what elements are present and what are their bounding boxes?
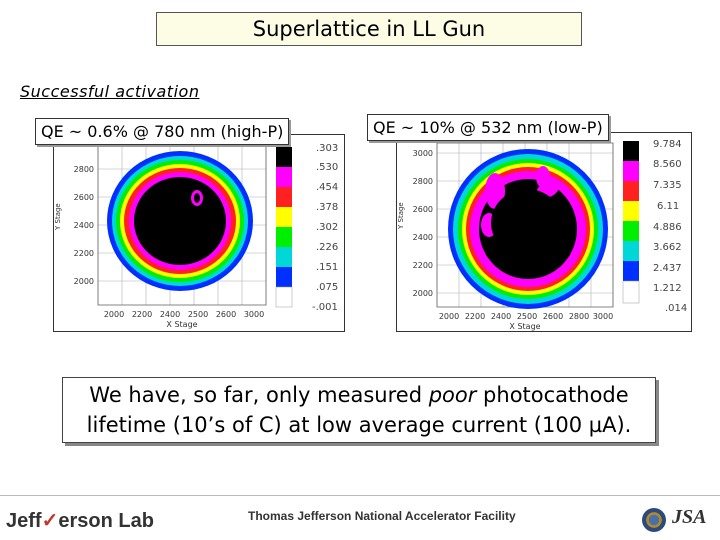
summary-message: We have, so far, only measured poor phot… [62, 377, 656, 443]
left-y-axis-label: Y Stage [54, 203, 62, 231]
left-scale-label: .454 [316, 182, 338, 193]
jefferson-lab-logo: Jeff✓erson Lab [6, 510, 154, 532]
left-y-tick: 2000 [74, 277, 94, 286]
right-scale-label: 3.662 [653, 242, 682, 253]
right-scale-label: 7.335 [653, 180, 682, 191]
footer-divider [0, 495, 720, 496]
right-qe-map: 3000 2800 2600 2400 2200 2000 Y Stage 20… [396, 132, 692, 332]
right-y-tick: 2800 [413, 177, 433, 186]
left-y-tick: 2200 [74, 249, 94, 258]
right-y-tick: 2400 [413, 233, 433, 242]
left-x-tick: 2000 [104, 310, 124, 319]
right-x-axis-label: X Stage [509, 322, 540, 331]
left-x-tick: 2400 [160, 310, 180, 319]
left-x-tick: 2600 [216, 310, 236, 319]
left-x-tick: 2200 [132, 310, 152, 319]
right-scale-label: 4.886 [653, 222, 682, 233]
left-x-axis-label: X Stage [166, 320, 197, 329]
right-x-tick: 2000 [439, 312, 459, 321]
right-y-axis-label: Y Stage [397, 202, 405, 230]
right-y-tick: 2000 [413, 289, 433, 298]
right-scale-label: 8.560 [653, 159, 682, 170]
left-qe-map: 2800 2600 2400 2200 2000 Y Stage 2000 22… [53, 134, 345, 332]
right-x-tick: 2200 [465, 312, 485, 321]
right-scale-label: 2.437 [653, 263, 682, 274]
facility-name: Thomas Jefferson National Accelerator Fa… [248, 509, 516, 523]
right-x-tick: 2600 [543, 312, 563, 321]
jsa-logo: JSA [672, 506, 707, 528]
right-scale-label: 9.784 [653, 139, 682, 150]
left-x-tick: 3000 [244, 310, 264, 319]
message-line1-b: photocathode [476, 383, 629, 407]
left-scale-label: .226 [316, 242, 338, 253]
right-x-tick: 2500 [517, 312, 537, 321]
subheading: Successful activation [20, 82, 200, 101]
left-scale-label: .303 [316, 143, 338, 154]
left-y-tick: 2600 [74, 193, 94, 202]
left-plot-caption: QE ~ 0.6% @ 780 nm (high-P) [35, 118, 290, 145]
right-y-tick: 2200 [413, 261, 433, 270]
slide-title: Superlattice in LL Gun [156, 12, 582, 46]
left-y-tick: 2800 [74, 165, 94, 174]
left-scale-label: .378 [316, 202, 338, 213]
left-scale-label: .151 [316, 262, 338, 273]
right-y-tick: 3000 [413, 149, 433, 158]
doe-seal-icon [642, 508, 666, 532]
right-x-tick: 2800 [569, 312, 589, 321]
left-y-tick: 2400 [74, 221, 94, 230]
right-scale-label: 1.212 [653, 283, 682, 294]
right-plot-caption: QE ~ 10% @ 532 nm (low-P) [367, 114, 609, 141]
right-scale-label: .014 [665, 303, 687, 314]
left-scale-label: -.001 [312, 302, 338, 313]
left-scale-label: .075 [316, 282, 338, 293]
left-scale-label: .302 [316, 222, 338, 233]
left-x-tick: 2500 [188, 310, 208, 319]
left-scale-label: .530 [316, 162, 338, 173]
right-x-tick: 2400 [491, 312, 511, 321]
right-scale-label: 6.11 [657, 201, 679, 212]
message-emphasis: poor [428, 383, 477, 407]
message-line2: lifetime (10’s of C) at low average curr… [86, 413, 632, 437]
right-x-tick: 3000 [593, 312, 613, 321]
right-y-tick: 2600 [413, 205, 433, 214]
message-line1-a: We have, so far, only measured [89, 383, 429, 407]
